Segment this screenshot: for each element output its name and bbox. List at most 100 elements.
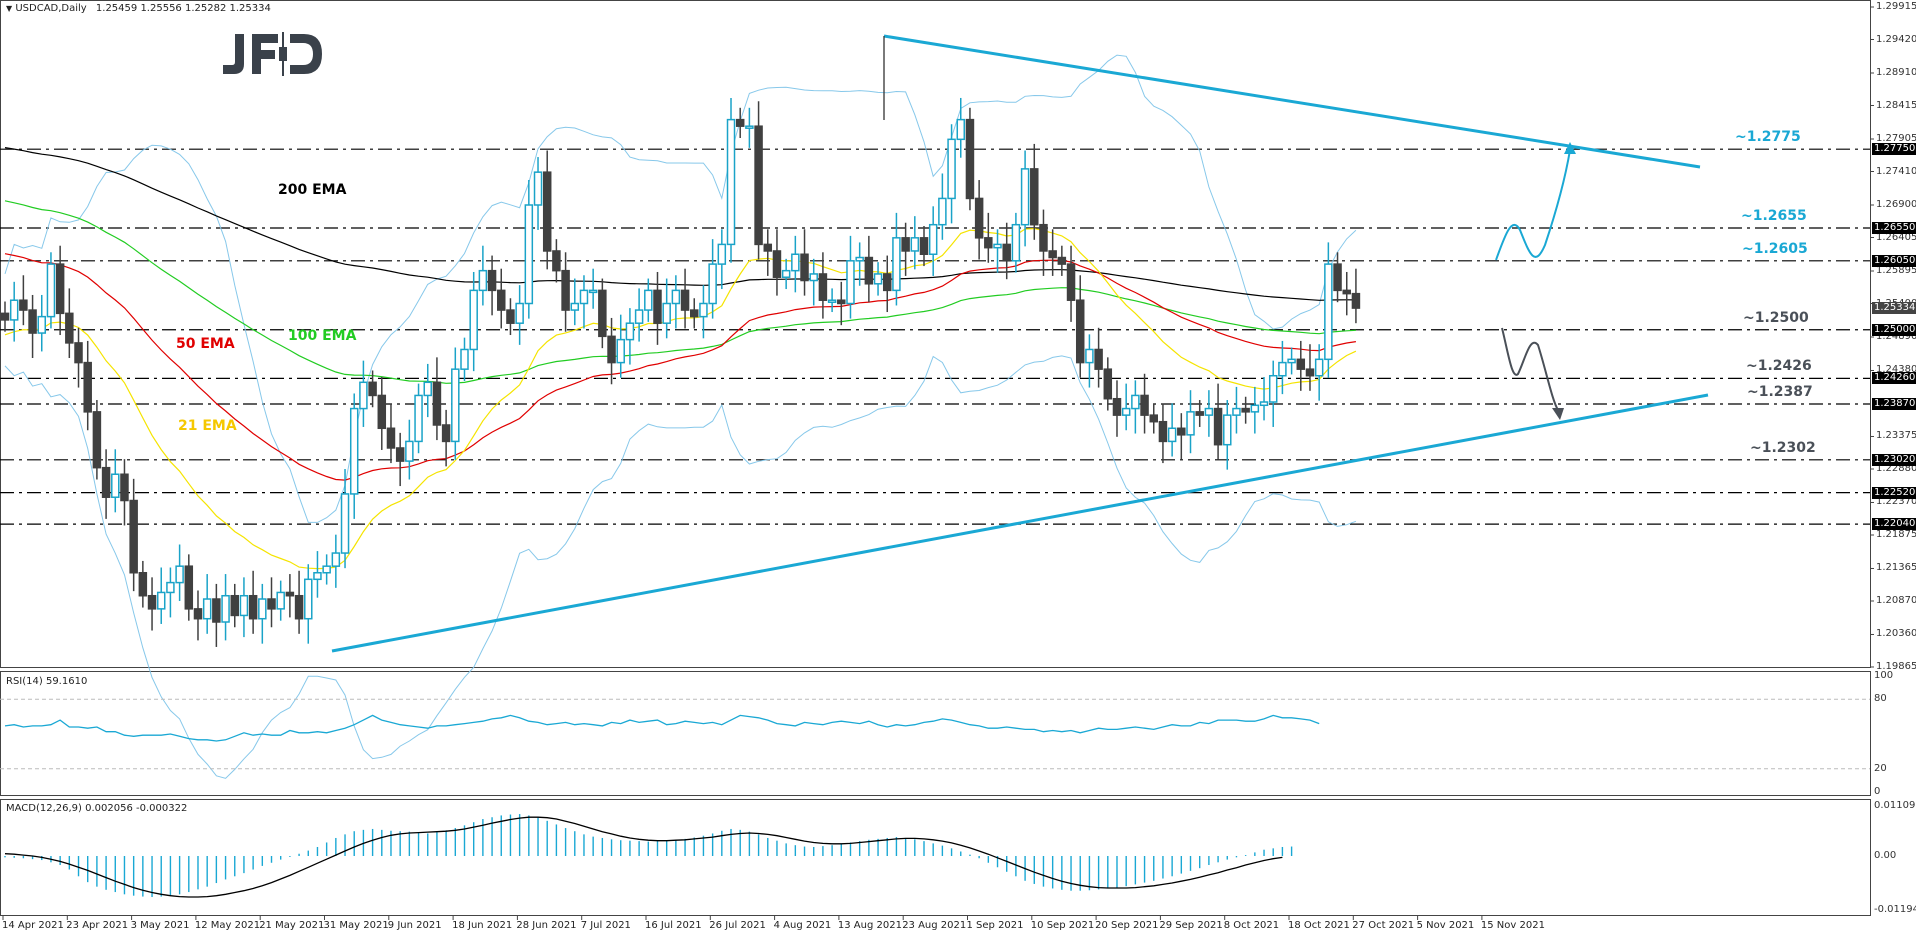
candle (111, 449, 120, 513)
candle (515, 285, 524, 345)
date-tick: 8 Oct 2021 (1223, 920, 1280, 931)
candle (1287, 347, 1296, 375)
candle (322, 554, 331, 585)
candle (1112, 380, 1122, 437)
date-tick: 28 Jun 2021 (516, 920, 577, 931)
candle (65, 288, 74, 359)
arrow-head-down-icon (1552, 408, 1564, 420)
date-tick: 23 Apr 2021 (66, 920, 129, 931)
candle (855, 242, 864, 286)
price-tick: 1.24890 (1876, 330, 1916, 342)
macd-tick: 0.00 (1874, 850, 1897, 861)
candle (928, 206, 938, 276)
candle (46, 252, 56, 329)
ascending-trendline[interactable] (331, 393, 1709, 653)
candle (1020, 150, 1030, 247)
candle (83, 340, 92, 431)
date-tick: 1 Sep 2021 (966, 920, 1024, 931)
candle (873, 262, 883, 296)
level-price-tag: 1.22520 (1872, 486, 1916, 499)
macd-panel-frame (0, 799, 1871, 916)
candle (1342, 271, 1351, 316)
candle (1314, 344, 1324, 401)
candle (974, 180, 984, 260)
date-tick: 3 May 2021 (130, 920, 190, 931)
candle (910, 216, 920, 270)
candle (837, 281, 846, 326)
candle (561, 252, 570, 332)
price-tick: 1.22880 (1876, 462, 1916, 474)
price-tick: 1.28415 (1876, 99, 1916, 111)
date-tick: 29 Sep 2021 (1159, 920, 1223, 931)
candle (1011, 212, 1021, 273)
date-tick: 5 Nov 2021 (1416, 920, 1475, 931)
candle (588, 268, 598, 309)
candle (616, 314, 625, 378)
candle (1351, 268, 1361, 324)
candle (1131, 380, 1140, 434)
level-price-tag: 1.25000 (1872, 323, 1916, 336)
rsi-tick: 0 (1874, 786, 1881, 797)
candle (726, 97, 736, 263)
candle (359, 360, 368, 427)
price-tick: 1.27905 (1876, 132, 1916, 144)
price-tick: 1.19865 (1876, 660, 1916, 672)
level-label: ~1.2302 (1750, 439, 1816, 456)
chart-header: ▼ USDCAD,Daily 1.25459 1.25556 1.25282 1… (6, 3, 271, 14)
rsi-panel-frame (0, 671, 1871, 796)
date-tick: 23 Aug 2021 (902, 920, 967, 931)
candle (414, 383, 423, 454)
price-tick: 1.26405 (1876, 231, 1916, 243)
candle (1223, 400, 1232, 470)
price-tick: 1.29420 (1876, 33, 1916, 45)
candle (818, 252, 828, 319)
triangle-down-icon[interactable]: ▼ (6, 4, 13, 13)
candle (735, 107, 745, 139)
candle (542, 150, 552, 270)
candle (984, 212, 993, 263)
candle (644, 278, 653, 322)
candle (965, 107, 975, 211)
date-tick: 12 May 2021 (194, 920, 261, 931)
bollinger-lower (4, 355, 1357, 779)
ema-label: 50 EMA (176, 336, 235, 352)
candle (313, 551, 322, 598)
candle (956, 97, 966, 158)
candle (919, 226, 929, 267)
candle (460, 337, 469, 381)
candle (1158, 403, 1168, 464)
candle (901, 222, 910, 276)
candle (809, 258, 818, 306)
candle (28, 294, 37, 359)
date-tick: 26 Jul 2021 (709, 920, 766, 931)
candle (1324, 242, 1333, 378)
rsi-tick: 100 (1874, 670, 1894, 681)
candle (285, 574, 295, 618)
candle (478, 245, 488, 306)
candle (368, 370, 377, 408)
candle (827, 288, 837, 313)
ema-label: 21 EMA (178, 418, 237, 434)
ema-100-line (4, 200, 1356, 384)
candle (304, 564, 313, 644)
candle (340, 468, 350, 569)
level-label: ~1.2426 (1746, 358, 1812, 375)
candle (386, 403, 396, 464)
ohlc-values: 1.25459 1.25556 1.25282 1.25334 (95, 3, 271, 14)
price-tick: 1.20870 (1876, 594, 1916, 606)
candle (1075, 275, 1085, 378)
candle (1103, 357, 1113, 411)
date-tick: 7 Jul 2021 (580, 920, 631, 931)
candle (1250, 386, 1260, 434)
macd-tick: 0.011091 (1874, 800, 1916, 811)
candle (129, 478, 138, 592)
date-tick: 13 Aug 2021 (837, 920, 902, 931)
ema-50-line (4, 253, 1356, 481)
candle (395, 432, 405, 487)
candle (1167, 403, 1177, 457)
candle (1296, 340, 1306, 391)
candle (662, 278, 671, 339)
date-tick: 14 Apr 2021 (2, 920, 64, 931)
descending-trendline[interactable] (883, 34, 1701, 169)
